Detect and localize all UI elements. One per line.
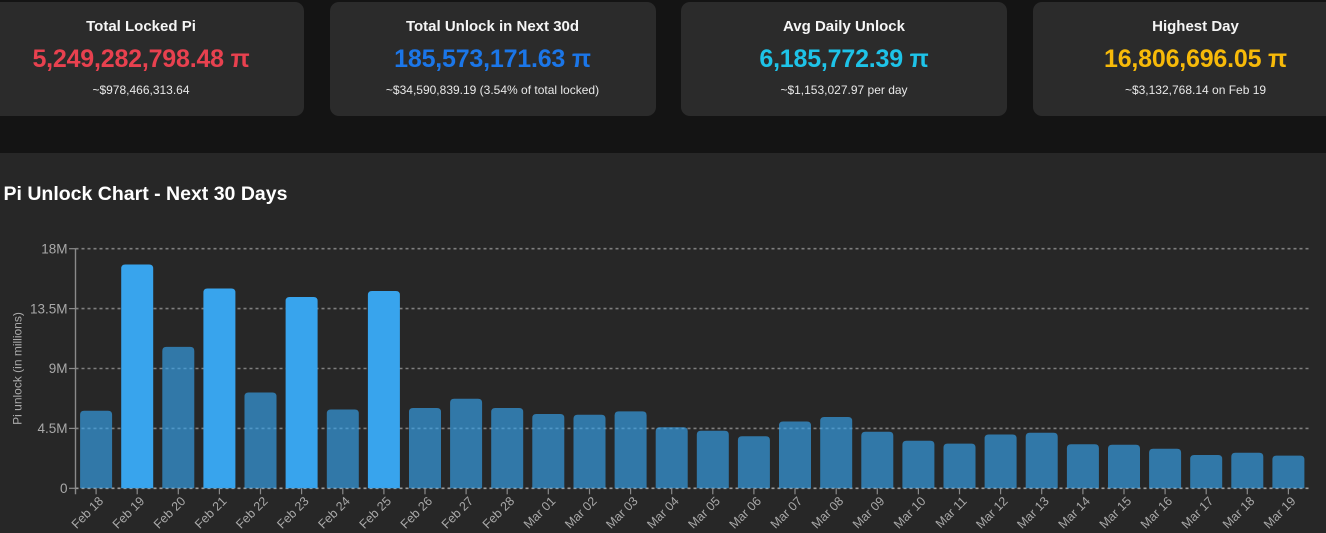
svg-text:Feb 23: Feb 23 — [274, 494, 311, 531]
svg-text:Mar 07: Mar 07 — [768, 494, 805, 531]
svg-text:Mar 17: Mar 17 — [1179, 494, 1216, 531]
svg-text:Mar 11: Mar 11 — [933, 494, 970, 531]
svg-text:Mar 02: Mar 02 — [562, 494, 599, 531]
svg-text:13.5M: 13.5M — [30, 301, 68, 316]
svg-text:4.5M: 4.5M — [37, 421, 67, 436]
svg-text:Mar 03: Mar 03 — [603, 494, 640, 531]
svg-text:Feb 21: Feb 21 — [192, 494, 229, 531]
svg-text:Mar 15: Mar 15 — [1097, 494, 1134, 531]
svg-text:Pi unlock (in millions): Pi unlock (in millions) — [11, 312, 25, 425]
svg-text:Mar 10: Mar 10 — [891, 494, 928, 531]
svg-text:Feb 20: Feb 20 — [151, 494, 188, 531]
svg-text:Mar 05: Mar 05 — [686, 494, 723, 531]
svg-text:Mar 04: Mar 04 — [644, 494, 681, 531]
svg-text:Feb 28: Feb 28 — [480, 494, 517, 531]
svg-text:Feb 19: Feb 19 — [110, 494, 147, 531]
svg-text:Feb 22: Feb 22 — [233, 494, 270, 531]
svg-text:Feb 25: Feb 25 — [357, 494, 394, 531]
svg-text:18M: 18M — [41, 241, 67, 256]
svg-text:Mar 18: Mar 18 — [1220, 494, 1257, 531]
svg-text:0: 0 — [60, 481, 68, 496]
svg-text:Mar 09: Mar 09 — [850, 494, 887, 531]
svg-text:Feb 27: Feb 27 — [439, 494, 476, 531]
svg-text:Mar 08: Mar 08 — [809, 494, 846, 531]
svg-text:Feb 24: Feb 24 — [315, 494, 352, 531]
svg-text:Feb 18: Feb 18 — [69, 494, 106, 531]
svg-text:Mar 12: Mar 12 — [973, 494, 1010, 531]
svg-text:Mar 16: Mar 16 — [1138, 494, 1175, 531]
svg-text:Feb 26: Feb 26 — [398, 494, 435, 531]
svg-text:Mar 13: Mar 13 — [1014, 494, 1051, 531]
svg-text:Mar 01: Mar 01 — [521, 494, 558, 531]
svg-text:Mar 19: Mar 19 — [1261, 494, 1298, 531]
svg-text:Mar 14: Mar 14 — [1056, 494, 1093, 531]
svg-text:Mar 06: Mar 06 — [727, 494, 764, 531]
svg-text:9M: 9M — [49, 361, 68, 376]
